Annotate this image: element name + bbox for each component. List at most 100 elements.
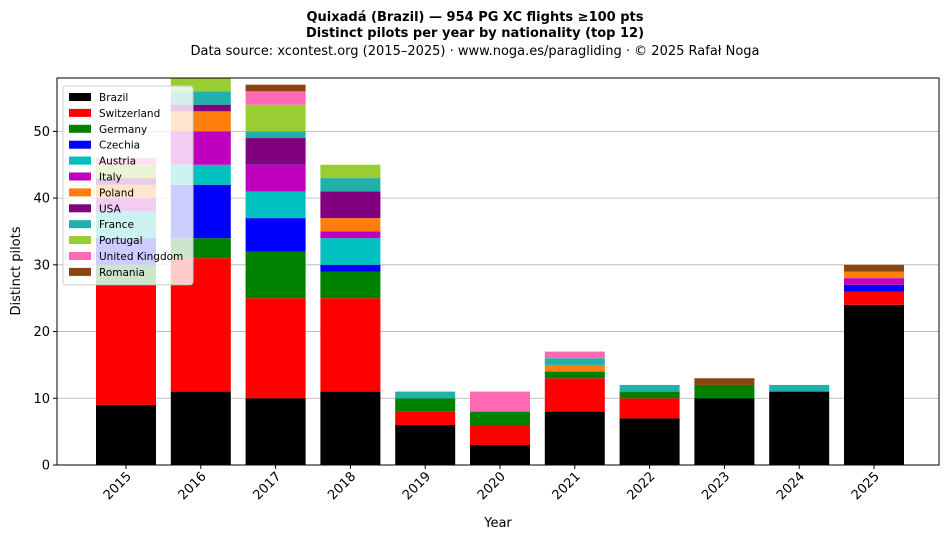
x-tick-label: 2019	[400, 469, 434, 503]
bar-segment-france-2024	[769, 384, 830, 392]
bar-segment-romania-2023	[694, 378, 755, 385]
x-tick-label: 2023	[699, 469, 733, 503]
legend-swatch-france	[69, 220, 91, 229]
bar-segment-brazil-2016	[170, 391, 231, 465]
bar-segment-portugal-2017	[245, 104, 306, 132]
bar-segment-brazil-2018	[320, 391, 381, 465]
bar-segment-brazil-2024	[769, 391, 830, 465]
bar-segment-brazil-2019	[395, 424, 456, 465]
bar-segment-romania-2017	[245, 84, 306, 92]
bar-stacks	[96, 78, 904, 465]
bar-segment-germany-2022	[619, 391, 680, 399]
y-tick-label: 0	[42, 459, 50, 474]
legend-swatch-poland	[69, 188, 91, 197]
bar-segment-germany-2020	[470, 411, 530, 425]
bar-segment-germany-2023	[694, 384, 755, 399]
bar-segment-usa-2018	[320, 191, 381, 219]
bar-segment-austria-2018	[320, 238, 381, 265]
bar-segment-germany-2017	[245, 251, 306, 299]
bar-segment-switzerland-2020	[470, 424, 530, 445]
bar-segment-brazil-2015	[96, 404, 156, 465]
legend-label-poland: Poland	[99, 187, 134, 199]
bar-segment-usa-2017	[245, 138, 306, 165]
y-tick-label: 40	[33, 192, 50, 207]
bar-segment-austria-2017	[245, 191, 306, 219]
legend-swatch-united-kingdom	[69, 252, 91, 260]
bar-segment-brazil-2017	[245, 398, 306, 465]
legend-label-czechia: Czechia	[99, 140, 140, 152]
bar-segment-brazil-2021	[544, 411, 605, 465]
x-tick-label: 2025	[849, 469, 883, 503]
bar-segment-france-2017	[245, 131, 306, 139]
legend-swatch-portugal	[69, 236, 91, 245]
x-axis-label: Year	[483, 516, 512, 531]
legend-label-austria: Austria	[99, 156, 136, 168]
chart-title: Quixadá (Brazil) — 954 PG XC flights ≥10…	[307, 10, 644, 25]
x-tick-label: 2020	[475, 469, 509, 503]
chart-source-line: Data source: xcontest.org (2015–2025) · …	[190, 44, 759, 59]
bar-segment-switzerland-2017	[245, 298, 306, 399]
bar-segment-italy-2025	[844, 278, 904, 285]
legend-label-france: France	[99, 219, 134, 231]
bar-segment-switzerland-2015	[96, 284, 156, 405]
bar-segment-france-2018	[320, 178, 381, 192]
y-tick-label: 50	[33, 125, 50, 140]
bar-segment-switzerland-2021	[544, 378, 605, 412]
plot-frame	[56, 77, 940, 466]
bar-segment-switzerland-2025	[844, 291, 904, 305]
bar-segment-switzerland-2019	[395, 411, 456, 425]
y-tick-label: 20	[33, 325, 50, 340]
legend-swatch-brazil	[69, 93, 91, 101]
bar-segment-germany-2021	[544, 371, 605, 379]
legend-swatch-germany	[69, 124, 91, 133]
legend-swatch-czechia	[69, 140, 91, 149]
bar-segment-switzerland-2018	[320, 298, 381, 392]
legend: Brazil Switzerland Germany Czechia Austria It…	[62, 85, 194, 286]
bar-segment-switzerland-2022	[619, 398, 680, 419]
y-axis-ticks: 0 10 20 30 40 50	[33, 125, 57, 474]
x-tick-label: 2016	[176, 469, 210, 503]
legend-label-united-kingdom: United Kingdom	[99, 251, 183, 263]
bar-segment-brazil-2020	[470, 444, 530, 465]
x-tick-label: 2017	[250, 469, 284, 503]
bar-segment-poland-2025	[844, 271, 904, 279]
y-tick-label: 10	[33, 392, 50, 407]
bar-segment-united-kingdom-2021	[544, 351, 605, 359]
bar-segment-poland-2021	[544, 364, 605, 372]
x-tick-label: 2021	[550, 469, 584, 503]
bar-segment-brazil-2022	[619, 418, 680, 465]
chart-subtitle: Distinct pilots per year by nationality …	[306, 26, 644, 41]
bar-segment-czechia-2017	[245, 218, 306, 252]
y-axis-label: Distinct pilots	[9, 226, 24, 315]
x-tick-label: 2022	[624, 469, 658, 503]
x-tick-label: 2015	[101, 469, 135, 503]
bar-segment-germany-2018	[320, 271, 381, 299]
bar-segment-usa-2016	[170, 104, 231, 112]
legend-label-usa: USA	[99, 203, 122, 215]
bar-segment-poland-2018	[320, 218, 381, 232]
legend-swatch-romania	[69, 267, 91, 276]
legend-label-switzerland: Switzerland	[99, 108, 160, 120]
bar-segment-united-kingdom-2020	[470, 391, 530, 412]
bar-segment-united-kingdom-2017	[245, 91, 306, 105]
bar-segment-france-2021	[544, 358, 605, 365]
x-tick-label: 2024	[774, 469, 808, 503]
bar-segment-czechia-2025	[844, 284, 904, 292]
bar-segment-france-2022	[619, 384, 680, 392]
bar-segment-brazil-2025	[844, 304, 904, 465]
bar-segment-portugal-2018	[320, 164, 381, 179]
legend-label-germany: Germany	[99, 124, 147, 136]
bar-segment-czechia-2018	[320, 264, 381, 272]
legend-swatch-usa	[69, 204, 91, 213]
bar-segment-france-2019	[395, 391, 456, 399]
bar-segment-italy-2018	[320, 231, 381, 239]
legend-label-romania: Romania	[99, 267, 145, 279]
bar-segment-italy-2017	[245, 164, 306, 192]
legend-swatch-switzerland	[69, 108, 91, 117]
legend-label-italy: Italy	[99, 172, 122, 184]
legend-swatch-austria	[69, 156, 91, 165]
x-axis-ticks: 2015 2016 2017 2018 2019 2020 2021 2022 2023 2024…	[101, 465, 883, 503]
legend-label-portugal: Portugal	[99, 235, 143, 247]
bar-segment-germany-2019	[395, 398, 456, 412]
